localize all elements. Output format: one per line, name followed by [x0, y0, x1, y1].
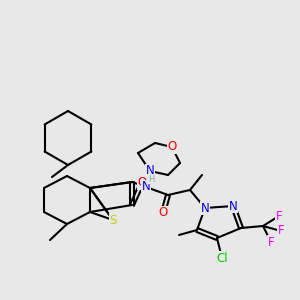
Text: N: N: [142, 181, 150, 194]
Text: Cl: Cl: [216, 251, 228, 265]
Text: N: N: [229, 200, 237, 212]
Text: O: O: [158, 206, 168, 220]
Text: F: F: [268, 236, 274, 248]
Text: H: H: [148, 175, 154, 184]
Text: O: O: [137, 176, 147, 190]
Text: O: O: [167, 140, 177, 154]
Text: F: F: [278, 224, 284, 238]
Text: N: N: [146, 164, 154, 178]
Text: F: F: [276, 209, 282, 223]
Text: N: N: [201, 202, 209, 214]
Text: S: S: [109, 214, 117, 226]
